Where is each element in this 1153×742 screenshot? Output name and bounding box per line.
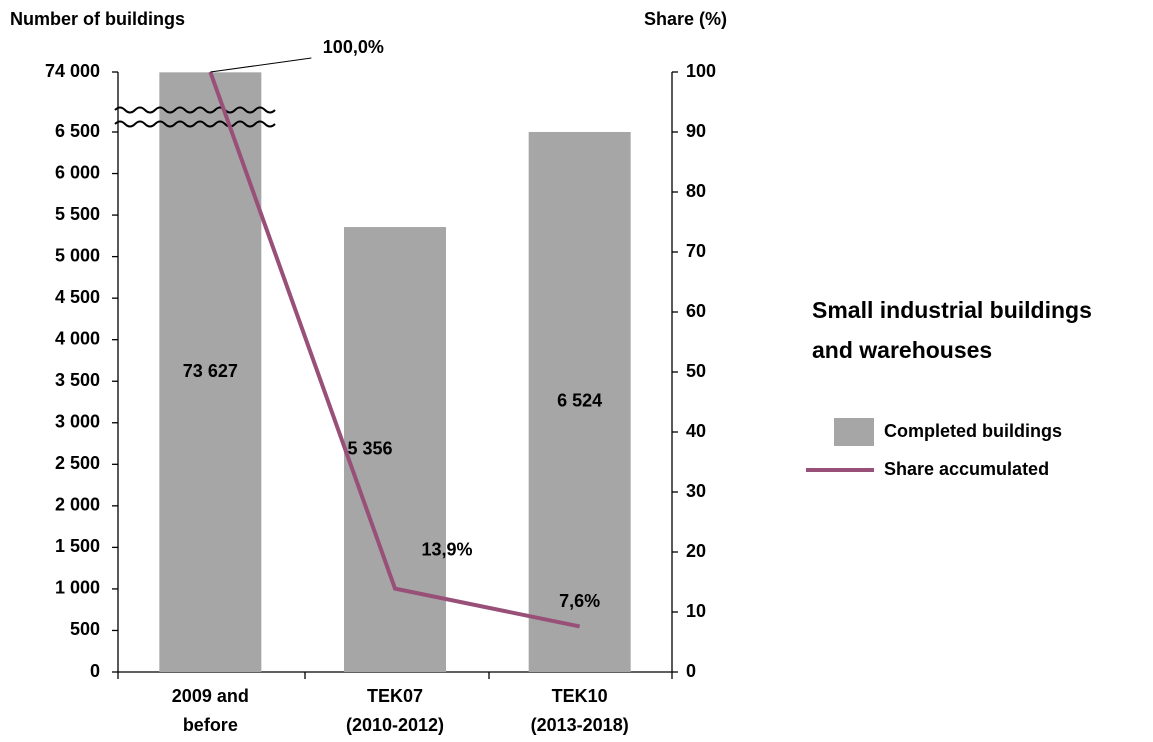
x-tick-label: TEK10 [552,686,608,706]
bar [528,131,631,673]
x-tick-label: (2013-2018) [531,715,629,735]
y-tick-label: 74 000 [45,61,100,81]
chart-title: and warehouses [812,337,992,363]
x-tick-label: 2009 and [172,686,249,706]
y-tick-label: 3 500 [55,370,100,390]
y2-tick-label: 30 [686,481,706,501]
y-tick-label: 500 [70,619,100,639]
line-value-label: 7,6% [559,591,600,611]
bar [344,227,446,673]
legend-swatch [834,418,874,446]
x-tick-label: TEK07 [367,686,423,706]
axis-break [114,120,276,128]
line-value-label: 100,0% [323,37,384,57]
y2-axis-title: Share (%) [644,9,727,29]
x-tick-label: (2010-2012) [346,715,444,735]
y-tick-label: 0 [90,661,100,681]
bar-value-label: 5 356 [347,438,392,458]
y2-tick-label: 60 [686,301,706,321]
y-tick-label: 2 000 [55,495,100,515]
line [208,71,581,629]
y2-tick-label: 100 [686,61,716,81]
y-tick-label: 4 000 [55,328,100,348]
y-tick-label: 4 500 [55,287,100,307]
chart-title: Small industrial buildings [812,297,1092,323]
bar-value-label: 73 627 [183,361,238,381]
y-tick-label: 6 500 [55,121,100,141]
y-tick-label: 1 000 [55,578,100,598]
y2-tick-label: 80 [686,181,706,201]
y2-tick-label: 70 [686,241,706,261]
y-tick-label: 1 500 [55,536,100,556]
leader-line [210,57,312,73]
x-tick-label: before [183,715,238,735]
y-tick-label: 5 500 [55,204,100,224]
y-tick-label: 3 000 [55,412,100,432]
y-tick-label: 6 000 [55,162,100,182]
y2-tick-label: 0 [686,661,696,681]
axis-break [114,106,276,114]
y2-tick-label: 20 [686,541,706,561]
y-tick-label: 2 500 [55,453,100,473]
legend-label: Completed buildings [884,421,1062,441]
y2-tick-label: 90 [686,121,706,141]
y2-tick-label: 40 [686,421,706,441]
bar-value-label: 6 524 [557,391,602,411]
y2-tick-label: 50 [686,361,706,381]
y-axis-title: Number of buildings [10,9,185,29]
line-value-label: 13,9% [421,539,472,559]
y2-tick-label: 10 [686,601,706,621]
legend-label: Share accumulated [884,459,1049,479]
y-tick-label: 5 000 [55,245,100,265]
